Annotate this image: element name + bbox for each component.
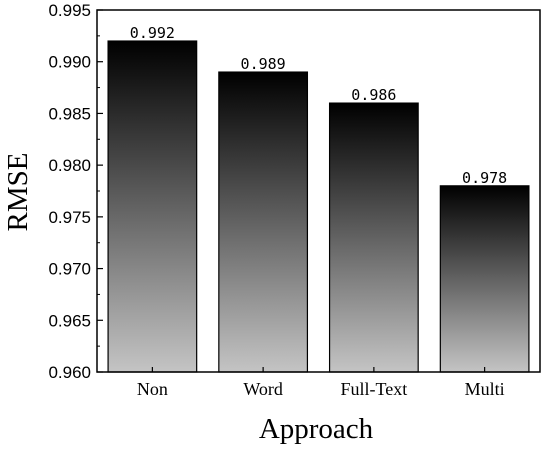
x-tick-label: Full-Text xyxy=(341,379,408,399)
x-tick-label: Word xyxy=(243,379,283,399)
y-axis-title: RMSE xyxy=(2,153,34,232)
data-label: 0.986 xyxy=(351,86,396,104)
data-label: 0.989 xyxy=(241,55,286,73)
y-tick-label: 0.965 xyxy=(48,311,91,330)
y-tick-label: 0.980 xyxy=(48,156,91,175)
x-tick-label: Multi xyxy=(465,379,505,399)
y-tick-label: 0.990 xyxy=(48,53,91,72)
y-tick-label: 0.975 xyxy=(48,208,91,227)
y-tick-label: 0.995 xyxy=(48,1,91,20)
bar-non xyxy=(107,40,198,373)
bar-multi xyxy=(439,185,530,373)
y-tick-label: 0.960 xyxy=(48,363,91,382)
bar-full-text xyxy=(328,102,419,373)
y-axis: 0.960 0.965 0.970 0.975 0.980 0.985 0.990 0.995 xyxy=(48,1,103,382)
data-label: 0.992 xyxy=(130,24,175,42)
y-tick-label: 0.970 xyxy=(48,260,91,279)
x-axis: Non Word Full-Text Multi xyxy=(137,367,505,399)
y-tick-label: 0.985 xyxy=(48,104,91,123)
x-tick-label: Non xyxy=(137,379,168,399)
x-axis-title: Approach xyxy=(259,413,374,445)
data-label: 0.978 xyxy=(462,169,507,187)
data-labels-group: 0.992 0.989 0.986 0.978 xyxy=(130,24,507,187)
bars-group xyxy=(107,40,530,373)
bar-word xyxy=(218,71,309,373)
